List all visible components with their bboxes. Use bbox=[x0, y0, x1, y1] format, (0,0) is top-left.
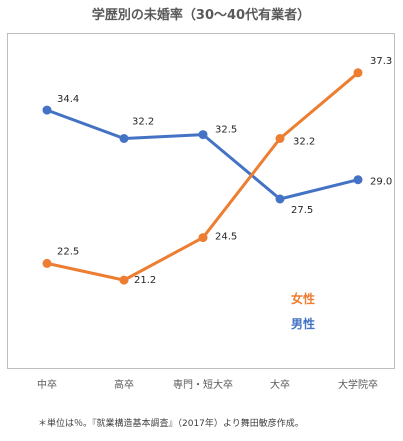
data-label: 27.5 bbox=[291, 205, 313, 216]
data-point bbox=[119, 134, 129, 143]
data-point bbox=[42, 105, 52, 115]
plot-area-frame bbox=[7, 33, 395, 369]
series-line bbox=[45, 108, 360, 201]
data-label: 32.5 bbox=[215, 125, 237, 136]
data-point bbox=[198, 130, 208, 140]
series-female: 22.5 21.2 24.5 32.2 37.3 bbox=[42, 56, 392, 286]
category-axis: 中卒 高卒 専門・短大卒 大卒 大学院卒 bbox=[37, 378, 378, 391]
data-point bbox=[353, 175, 363, 185]
series-male: 34.4 32.2 32.5 27.5 29.0 bbox=[42, 94, 392, 216]
data-label: 24.5 bbox=[215, 232, 237, 243]
category-label: 大卒 bbox=[270, 378, 290, 391]
series-line bbox=[45, 71, 360, 282]
data-point bbox=[119, 275, 129, 285]
chart-title: 学歴別の未婚率（30〜40代有業者） bbox=[92, 7, 310, 23]
legend-female: 女性 bbox=[291, 291, 315, 306]
series-layer: 34.4 32.2 32.5 27.5 29.0 22.5 21.2 24.5 32.2 37.3 bbox=[42, 56, 392, 286]
category-label: 中卒 bbox=[37, 378, 57, 391]
data-label: 34.4 bbox=[57, 94, 79, 105]
data-point bbox=[353, 68, 363, 78]
legend-male: 男性 bbox=[291, 316, 315, 331]
data-label: 22.5 bbox=[57, 246, 79, 257]
data-label: 37.3 bbox=[370, 56, 392, 67]
data-point bbox=[42, 258, 52, 268]
category-label: 専門・短大卒 bbox=[173, 378, 233, 391]
data-point bbox=[198, 233, 208, 243]
data-label: 21.2 bbox=[134, 275, 156, 286]
source-note: ＊単位は％。『就業構造基本調査』（2017年）より舞田敏彦作成。 bbox=[38, 417, 304, 429]
data-point bbox=[275, 134, 285, 143]
category-label: 大学院卒 bbox=[338, 378, 378, 391]
data-label: 32.2 bbox=[132, 117, 154, 128]
data-label: 32.2 bbox=[293, 137, 315, 148]
data-point bbox=[275, 194, 285, 204]
category-label: 高卒 bbox=[114, 378, 134, 391]
data-label: 29.0 bbox=[370, 177, 392, 188]
